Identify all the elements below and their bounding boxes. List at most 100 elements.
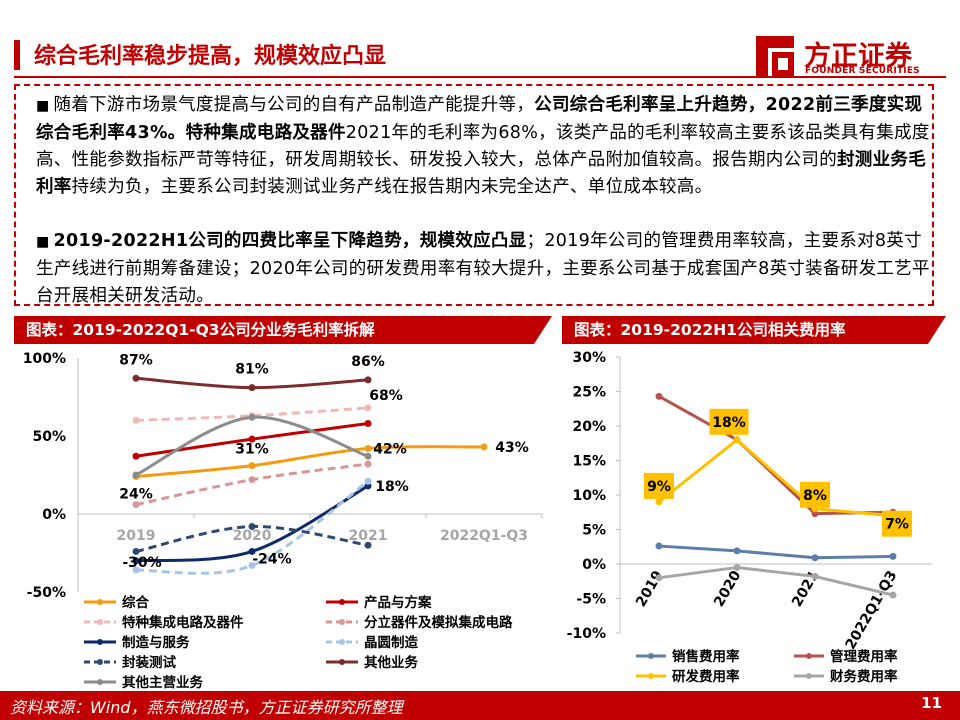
- data-point: [733, 436, 741, 444]
- summary-highlight: 公司综合毛利率呈上升趋势，2022前三季度实现综合毛利率43%。特种集成电路及器…: [36, 95, 923, 143]
- data-label: 86%: [351, 354, 385, 370]
- legend-label: 综合: [122, 594, 149, 611]
- data-point: [132, 374, 140, 382]
- summary-highlight: 2019-2022H1公司的四费比率呈下降趋势，规模效应凸显: [53, 231, 527, 251]
- data-point: [364, 452, 372, 460]
- data-point: [132, 452, 140, 460]
- data-label: 9%: [647, 479, 671, 495]
- summary-paragraph-1: ■ 随着下游市场景气度提高与公司的自有产品制造产能提升等，公司综合毛利率呈上升趋势…: [36, 92, 936, 201]
- data-point: [364, 444, 372, 452]
- legend-label: 封装测试: [122, 654, 176, 671]
- data-label: 42%: [373, 441, 407, 457]
- y-tick-label: -50%: [27, 585, 66, 601]
- legend-marker: [339, 659, 345, 665]
- legend-label: 管理费用率: [830, 648, 898, 665]
- legend-marker: [806, 653, 812, 659]
- data-label: -30%: [122, 555, 161, 571]
- series-line-3: [658, 565, 894, 597]
- y-tick-label: -5%: [576, 592, 606, 608]
- summary-text: 随着下游市场景气度提高与公司的自有产品制造产能提升等，: [53, 95, 535, 115]
- series-line-0: [658, 544, 894, 560]
- data-label: 18%: [375, 479, 409, 495]
- y-tick-label: 5%: [582, 523, 606, 539]
- data-point: [248, 547, 256, 555]
- data-point: [480, 443, 488, 451]
- data-label: 7%: [885, 517, 909, 533]
- data-point: [132, 547, 140, 555]
- logo-subtitle: FOUNDER SECURITIES: [805, 66, 920, 76]
- data-point: [364, 541, 372, 549]
- legend-marker: [339, 599, 345, 605]
- data-label: 68%: [369, 388, 403, 404]
- legend-label: 分立器件及模拟集成电路: [364, 614, 513, 631]
- title-accent-bar: [14, 40, 20, 70]
- founder-logo-icon: [756, 36, 794, 76]
- legend-label: 其他主营业务: [122, 674, 203, 690]
- legend-marker: [97, 639, 103, 645]
- data-point: [364, 460, 372, 468]
- y-tick-label: 30%: [572, 350, 606, 366]
- footer-bar: [0, 691, 960, 720]
- data-point: [364, 477, 372, 485]
- data-point: [655, 392, 663, 400]
- summary-highlight: 封测业务毛利率: [36, 150, 926, 197]
- x-tick-label: 2019: [117, 528, 156, 544]
- summary-paragraph-2: ■ 2019-2022H1公司的四费比率呈下降趋势，规模效应凸显；2019年公司的…: [36, 228, 936, 310]
- data-point: [248, 384, 256, 392]
- legend-label: 销售费用率: [672, 648, 740, 665]
- legend-marker: [806, 673, 812, 679]
- x-tick-label: 2022Q1-Q3: [843, 568, 901, 652]
- legend-marker: [97, 679, 103, 685]
- data-label-box: [800, 481, 830, 508]
- summary-box: ■ 随着下游市场景气度提高与公司的自有产品制造产能提升等，公司综合毛利率呈上升趋势…: [14, 84, 934, 306]
- legend-marker: [97, 599, 103, 605]
- chart-expense-title: 图表：2019-2022H1公司相关费用率: [562, 316, 946, 344]
- data-point: [132, 557, 140, 565]
- data-label: 31%: [235, 442, 269, 458]
- legend-marker: [97, 659, 103, 665]
- data-point: [733, 563, 741, 571]
- data-label-box: [882, 510, 912, 537]
- x-tick-label: 2020: [711, 568, 744, 610]
- data-point: [132, 566, 140, 574]
- data-point: [248, 435, 256, 443]
- y-tick-label: 50%: [32, 429, 66, 445]
- data-point: [248, 476, 256, 484]
- data-point: [811, 510, 819, 518]
- y-tick-label: 100%: [23, 351, 66, 367]
- x-tick-label: 2022Q1-Q3: [440, 528, 528, 544]
- legend-label: 产品与方案: [364, 594, 432, 611]
- data-point: [248, 561, 256, 569]
- legend-marker: [648, 653, 654, 659]
- data-point: [364, 404, 372, 412]
- data-point: [364, 376, 372, 384]
- legend-label: 特种集成电路及器件: [122, 614, 244, 631]
- data-point: [132, 501, 140, 509]
- series-line-2: [658, 437, 894, 518]
- data-point: [655, 498, 663, 506]
- bullet-icon: ■: [36, 234, 50, 250]
- chart-margin-title: 图表：2019-2022Q1-Q3公司分业务毛利率拆解: [14, 316, 552, 344]
- data-label-box: [644, 472, 674, 499]
- x-tick-label: 2020: [233, 528, 272, 544]
- summary-text: 2021年的毛利率为68%，该类产品的毛利率较高主要系该品类具有集成度高、性能参…: [36, 123, 930, 170]
- y-tick-label: 25%: [572, 385, 606, 401]
- data-label: 87%: [119, 352, 153, 368]
- bullet-icon: ■: [36, 98, 50, 114]
- data-point: [248, 462, 256, 470]
- y-tick-label: 10%: [572, 488, 606, 504]
- data-label: 18%: [712, 415, 746, 431]
- founder-logo: 方正证券 FOUNDER SECURITIES: [752, 34, 948, 78]
- data-point: [132, 416, 140, 424]
- data-label: 81%: [235, 362, 269, 378]
- legend-marker: [97, 619, 103, 625]
- data-point: [655, 542, 663, 550]
- y-tick-label: -10%: [567, 626, 606, 642]
- data-label-box: [709, 408, 749, 435]
- y-tick-label: 15%: [572, 454, 606, 470]
- summary-text: 持续为负，主要系公司封装测试业务产线在报告期内未完全达产、单位成本较高。: [71, 177, 713, 197]
- x-tick-label: 2021: [349, 528, 388, 544]
- data-label: -24%: [252, 551, 291, 567]
- data-point: [811, 572, 819, 580]
- data-point: [811, 554, 819, 562]
